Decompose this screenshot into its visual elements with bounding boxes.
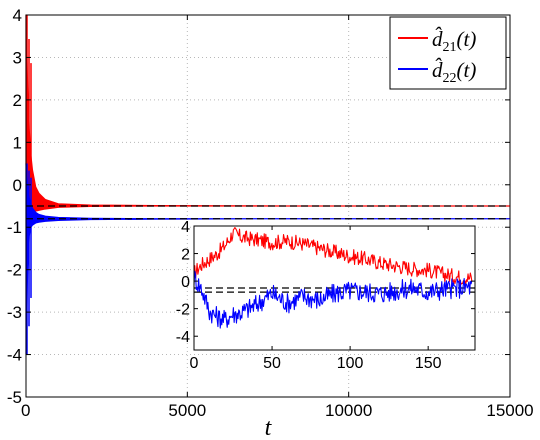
legend: d̂21(t) d̂22(t) [389, 16, 507, 90]
inset-series-line-2 [193, 270, 473, 329]
y-tick-label: 3 [13, 48, 22, 67]
y-tick-label: -4 [7, 346, 22, 365]
x-tick-label: 0 [21, 401, 30, 420]
y-tick-label: -1 [7, 218, 22, 237]
legend-label: d̂22(t) [432, 58, 476, 86]
y-tick-label: -2 [7, 261, 22, 280]
inset-y-tick-label: -2 [176, 302, 190, 319]
inset-x-tick-label: 150 [415, 355, 442, 372]
y-tick-label: 2 [13, 91, 22, 110]
x-axis-label: t [265, 415, 273, 440]
x-tick-label: 15000 [486, 401, 533, 420]
y-tick-label: 4 [13, 6, 22, 25]
inset-y-tick-label: -4 [176, 329, 190, 346]
inset-series-line-1 [193, 227, 473, 286]
y-tick-label: -5 [7, 388, 22, 407]
inset-plot: 0 50 100 150 -4 -2 0 2 4 [176, 219, 476, 372]
y-tick-label: 1 [13, 133, 22, 152]
inset-x-tick-label: 0 [190, 355, 199, 372]
x-tick-label: 10000 [325, 401, 372, 420]
inset-x-tick-label: 50 [263, 355, 281, 372]
y-tick-label: 0 [13, 176, 22, 195]
y-tick-label: -3 [7, 303, 22, 322]
legend-box [389, 16, 507, 90]
axes-frame [25, 14, 511, 398]
inset-x-tick-label: 100 [337, 355, 364, 372]
legend-label: d̂21(t) [432, 27, 476, 55]
x-tick-label: 5000 [168, 401, 206, 420]
inset-y-tick-label: 0 [181, 274, 190, 291]
inset-y-tick-label: 2 [181, 247, 190, 264]
inset-y-tick-label: 4 [181, 219, 190, 236]
inset-frame [193, 225, 476, 351]
